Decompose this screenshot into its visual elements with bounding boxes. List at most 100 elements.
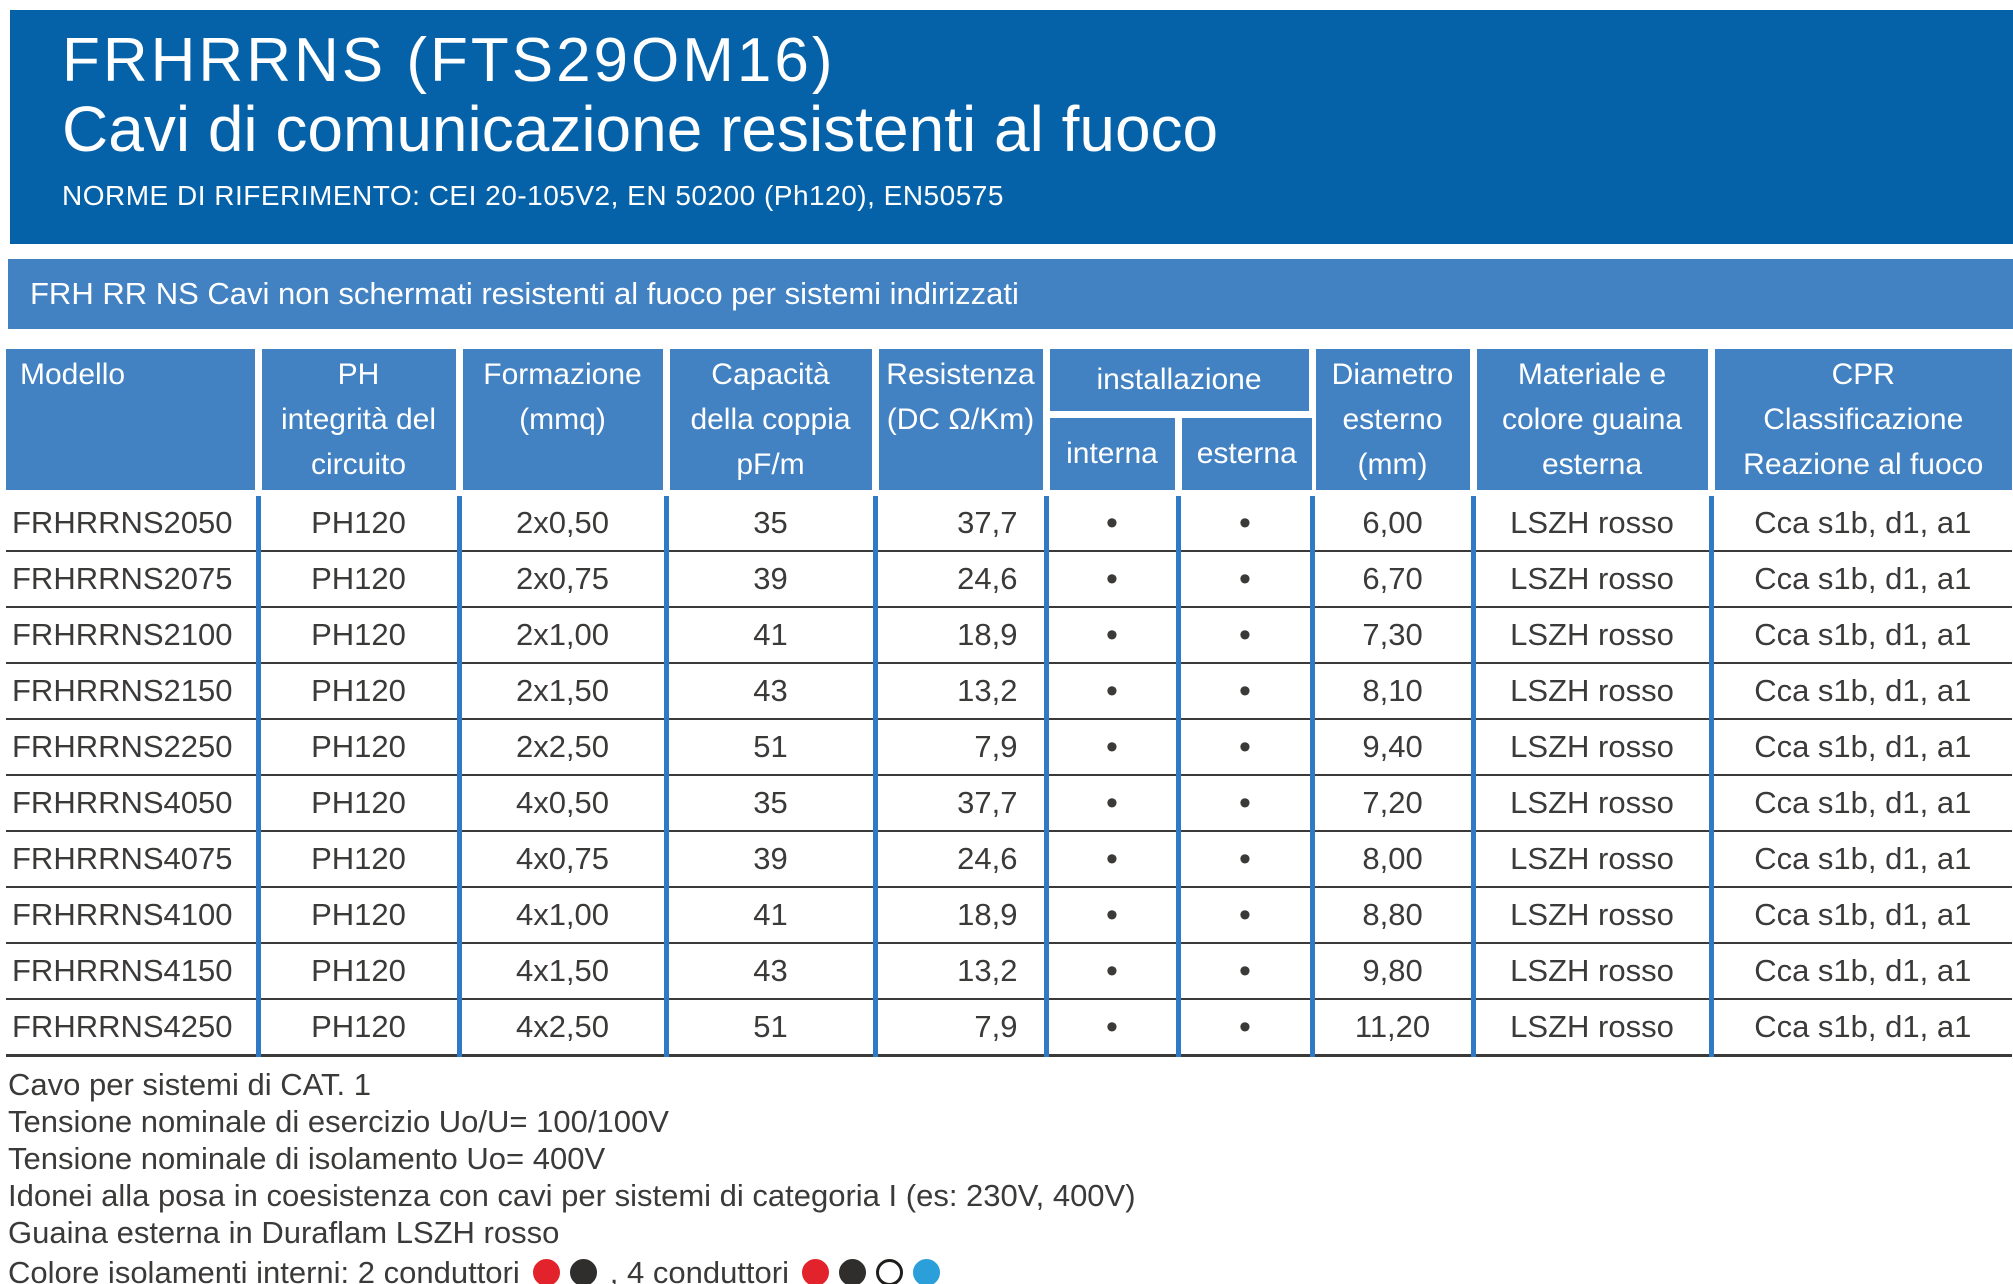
cell-esterna: •	[1175, 550, 1313, 607]
cell-cpr: Cca s1b, d1, a1	[1708, 886, 2013, 943]
cell-cpr: Cca s1b, d1, a1	[1708, 606, 2013, 663]
col-header-label: installazione	[1096, 363, 1262, 396]
cell-formazione: 2x0,50	[456, 490, 666, 551]
col-header-label: circuito	[310, 448, 407, 481]
col-header-label: Reazione al fuoco	[1743, 448, 1984, 481]
red-dot	[532, 1259, 560, 1284]
black-dot	[838, 1259, 866, 1284]
cell-interna: •	[1043, 998, 1178, 1057]
cell-esterna: •	[1175, 718, 1313, 775]
cell-capacita: 43	[663, 942, 875, 999]
cell-capacita: 35	[663, 490, 875, 551]
cell-materiale: LSZH rosso	[1470, 998, 1712, 1057]
cell-ph: PH120	[255, 490, 459, 551]
cell-esterna: •	[1175, 662, 1313, 719]
red-dot	[801, 1259, 829, 1284]
col-header-label: Modello	[20, 358, 126, 391]
cell-cpr: Cca s1b, d1, a1	[1708, 490, 2013, 551]
col-header-label: colore guaina	[1501, 403, 1683, 436]
cell-esterna: •	[1175, 774, 1313, 831]
product-code-title: FRHRRNS (FTS29OM16)	[62, 26, 836, 95]
cell-resistenza: 13,2	[872, 662, 1046, 719]
blue-dot	[912, 1259, 940, 1284]
cell-resistenza: 37,7	[872, 774, 1046, 831]
col-header-label: PH	[337, 358, 380, 391]
cell-modello: FRHRRNS2075	[6, 550, 258, 607]
cell-modello: FRHRRNS4100	[6, 886, 258, 943]
cell-formazione: 2x1,50	[456, 662, 666, 719]
cell-ph: PH120	[255, 942, 459, 999]
cell-materiale: LSZH rosso	[1470, 942, 1712, 999]
cell-cpr: Cca s1b, d1, a1	[1708, 998, 2013, 1057]
cell-diametro: 6,70	[1309, 550, 1474, 607]
cell-modello: FRHRRNS2100	[6, 606, 258, 663]
cell-ph: PH120	[255, 886, 459, 943]
table-row: FRHRRNS4150 PH120 4x1,50 43 13,2 • • 9,80 LSZH r…	[6, 942, 2013, 999]
header-banner: FRHRRNS (FTS29OM16) Cavi di comunicazion…	[10, 10, 2013, 244]
spec-table: Modello PH integrità del circuito Formaz…	[6, 349, 2013, 1057]
cell-formazione: 4x1,50	[456, 942, 666, 999]
cell-cpr: Cca s1b, d1, a1	[1708, 830, 2013, 887]
spec-table-wrapper: Modello PH integrità del circuito Formaz…	[6, 349, 2013, 1057]
cell-ph: PH120	[255, 830, 459, 887]
white-dot	[875, 1259, 903, 1284]
table-row: FRHRRNS2075 PH120 2x0,75 39 24,6 • • 6,70 LSZH r…	[6, 550, 2013, 607]
cell-esterna: •	[1175, 830, 1313, 887]
cell-interna: •	[1043, 830, 1178, 887]
cell-capacita: 39	[663, 830, 875, 887]
col-header-label: Materiale e	[1517, 358, 1667, 391]
cell-diametro: 9,40	[1309, 718, 1474, 775]
cell-modello: FRHRRNS4050	[6, 774, 258, 831]
cell-cpr: Cca s1b, d1, a1	[1708, 942, 2013, 999]
col-header-cpr: CPR Classificazione Reazione al fuoco	[1711, 349, 2013, 493]
four-conductor-color-dots	[797, 1259, 945, 1284]
cell-materiale: LSZH rosso	[1470, 774, 1712, 831]
cell-diametro: 7,20	[1309, 774, 1474, 831]
table-row: FRHRRNS2250 PH120 2x2,50 51 7,9 • • 9,40 LSZH ro…	[6, 718, 2013, 775]
cell-interna: •	[1043, 718, 1178, 775]
cell-diametro: 8,10	[1309, 662, 1474, 719]
series-subheader-band: FRH RR NS Cavi non schermati resistenti …	[8, 259, 2013, 329]
series-subheader-text: FRH RR NS Cavi non schermati resistenti …	[30, 276, 1019, 311]
cell-materiale: LSZH rosso	[1470, 606, 1712, 663]
cell-interna: •	[1043, 942, 1178, 999]
cell-interna: •	[1043, 490, 1178, 551]
cell-modello: FRHRRNS2050	[6, 490, 258, 551]
cell-esterna: •	[1175, 942, 1313, 999]
cell-ph: PH120	[255, 998, 459, 1057]
col-header-installazione: installazione	[1046, 349, 1316, 418]
cell-modello: FRHRRNS4150	[6, 942, 258, 999]
cell-interna: •	[1043, 606, 1178, 663]
table-row: FRHRRNS4250 PH120 4x2,50 51 7,9 • • 11,20 LSZH r…	[6, 998, 2013, 1057]
table-row: FRHRRNS2050 PH120 2x0,50 35 37,7 • • 6,00 LSZH r…	[6, 490, 2013, 551]
cell-formazione: 4x1,00	[456, 886, 666, 943]
cell-interna: •	[1043, 550, 1178, 607]
cell-capacita: 41	[663, 606, 875, 663]
table-row: FRHRRNS2150 PH120 2x1,50 43 13,2 • • 8,10 LSZH r…	[6, 662, 2013, 719]
conductor-colors-prefix: Colore isolamenti interni: 2 conduttori	[8, 1255, 520, 1284]
table-row: FRHRRNS2100 PH120 2x1,00 41 18,9 • • 7,30 LSZH r…	[6, 606, 2013, 663]
col-header-label: pF/m	[736, 448, 805, 481]
cell-diametro: 8,00	[1309, 830, 1474, 887]
cell-cpr: Cca s1b, d1, a1	[1708, 774, 2013, 831]
cell-diametro: 8,80	[1309, 886, 1474, 943]
col-header-label: (mm)	[1357, 448, 1428, 481]
two-conductor-color-dots	[528, 1259, 602, 1284]
cell-resistenza: 24,6	[872, 830, 1046, 887]
col-header-label: CPR	[1831, 358, 1895, 391]
col-header-label: integrità del	[280, 403, 437, 436]
cell-materiale: LSZH rosso	[1470, 830, 1712, 887]
cell-materiale: LSZH rosso	[1470, 662, 1712, 719]
cell-formazione: 2x0,75	[456, 550, 666, 607]
cell-capacita: 41	[663, 886, 875, 943]
cell-resistenza: 7,9	[872, 998, 1046, 1057]
cell-esterna: •	[1175, 606, 1313, 663]
cell-esterna: •	[1175, 490, 1313, 551]
cell-capacita: 35	[663, 774, 875, 831]
black-dot	[569, 1259, 597, 1284]
col-header-resistenza: Resistenza (DC Ω/Km)	[875, 349, 1050, 493]
col-header-label: Classificazione	[1763, 403, 1964, 436]
cell-modello: FRHRRNS4250	[6, 998, 258, 1057]
note-line: Guaina esterna in Duraflam LSZH rosso	[8, 1215, 560, 1250]
col-header-modello: Modello	[6, 349, 262, 493]
